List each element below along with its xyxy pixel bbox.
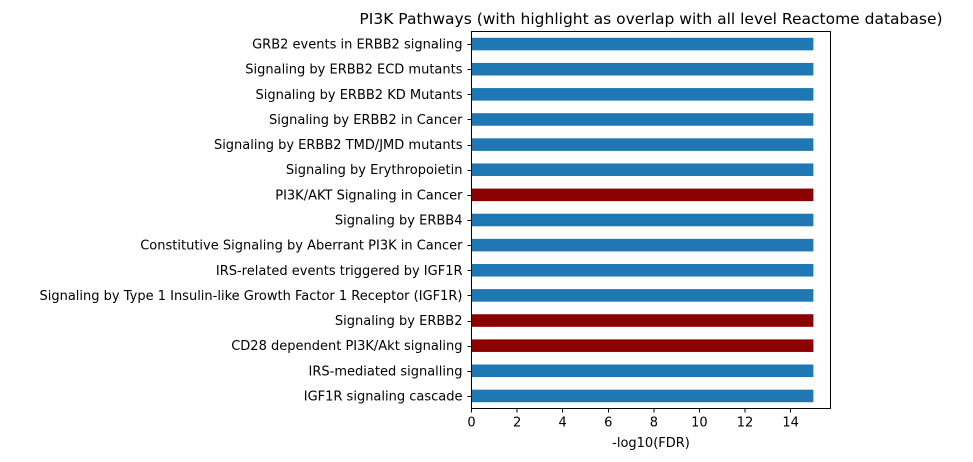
bar-2 [471, 88, 814, 101]
bar-0 [471, 37, 814, 51]
category-label-7: Signaling by ERBB4 [335, 214, 463, 229]
category-label-5: Signaling by Erythropoietin [286, 163, 463, 178]
bar-14 [471, 389, 814, 403]
bars-group [471, 37, 814, 403]
category-label-8: Constitutive Signaling by Aberrant PI3K … [140, 239, 463, 254]
category-label-12: CD28 dependent PI3K/Akt signaling [231, 339, 462, 354]
x-tick-label-7: 14 [782, 416, 799, 431]
category-label-1: Signaling by ERBB2 ECD mutants [245, 63, 462, 78]
bar-13 [471, 364, 814, 378]
category-label-4: Signaling by ERBB2 TMD/JMD mutants [214, 138, 463, 153]
x-tick-label-2: 4 [559, 416, 567, 431]
category-label-2: Signaling by ERBB2 KD Mutants [255, 88, 462, 103]
category-label-13: IRS-mediated signalling [309, 364, 463, 379]
category-label-6: PI3K/AKT Signaling in Cancer [275, 188, 463, 203]
bar-8 [471, 238, 814, 252]
category-label-9: IRS-related events triggered by IGF1R [216, 264, 463, 279]
x-tick-label-3: 6 [604, 416, 612, 431]
x-tick-label-5: 10 [691, 416, 708, 431]
x-axis-label: -log10(FDR) [612, 436, 690, 451]
category-label-3: Signaling by ERBB2 in Cancer [269, 113, 463, 128]
x-tick-label-4: 8 [650, 416, 658, 431]
x-tick-label-1: 2 [513, 416, 521, 431]
bar-6 [471, 188, 814, 202]
bar-5 [471, 163, 814, 177]
bar-7 [471, 213, 814, 227]
plot-frame [471, 31, 831, 409]
category-label-14: IGF1R signaling cascade [304, 389, 463, 404]
x-tick-label-6: 12 [737, 416, 754, 431]
x-tick-label-0: 0 [467, 416, 475, 431]
category-labels: GRB2 events in ERBB2 signaling Signaling … [39, 38, 472, 404]
category-label-10: Signaling by Type 1 Insulin-like Growth … [39, 289, 462, 304]
bar-3 [471, 113, 814, 126]
bar-12 [471, 339, 814, 352]
bar-9 [471, 263, 814, 277]
bar-10 [471, 289, 814, 302]
bar-1 [471, 62, 814, 76]
category-label-11: Signaling by ERBB2 [335, 314, 463, 329]
x-axis-ticks: 0 2 4 6 8 10 12 14 [467, 408, 799, 431]
chart-title: PI3K Pathways (with highlight as overlap… [359, 10, 942, 28]
bar-11 [471, 314, 814, 327]
bar-4 [471, 138, 814, 151]
category-label-0: GRB2 events in ERBB2 signaling [252, 38, 462, 53]
